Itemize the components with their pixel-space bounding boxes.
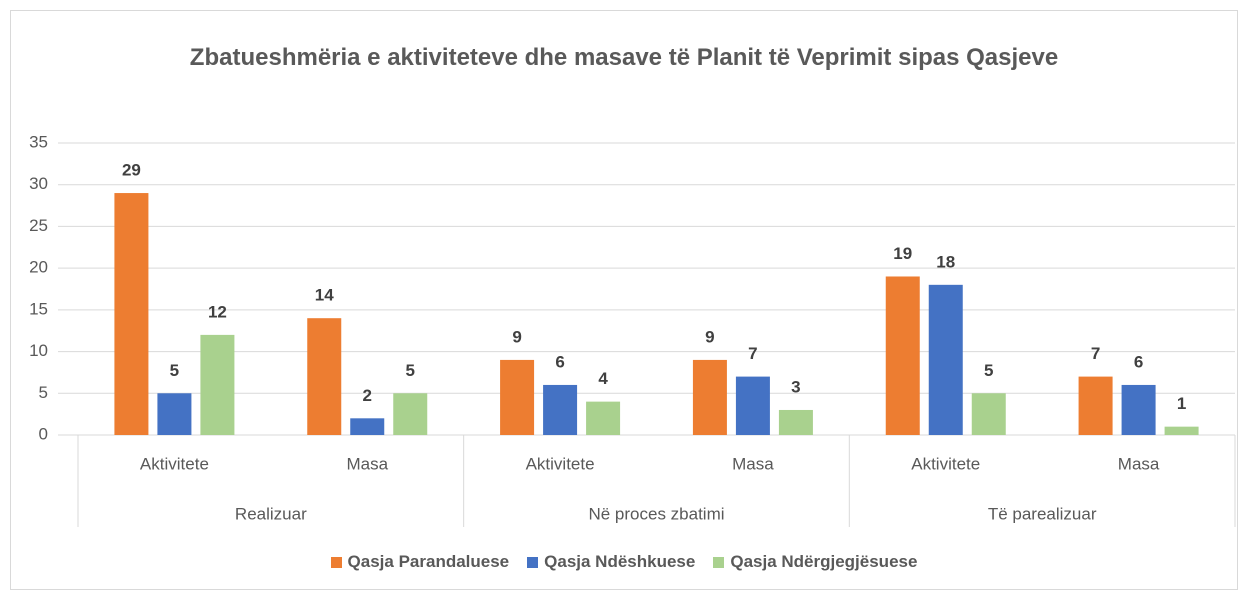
data-label: 7 [1091,344,1100,363]
legend-swatch [713,556,725,568]
y-tick-label: 0 [39,424,48,443]
legend-label: Qasja Ndëshkuese [544,552,696,571]
y-tick-label: 25 [29,216,48,235]
data-label: 29 [122,161,141,180]
legend-item: Qasja Parandaluese [330,552,510,572]
bar [307,318,342,435]
bar [885,276,920,435]
bar [200,334,235,435]
data-label: 2 [363,386,372,405]
bar [1164,426,1199,435]
bar [586,401,621,435]
legend: Qasja Parandaluese Qasja Ndëshkuese Qasja … [0,552,1248,572]
legend-item: Qasja Ndërgjegjësuese [713,552,917,572]
group-label: Realizuar [235,504,307,523]
x-tick-label: Aktivitete [526,454,595,473]
bar [778,409,813,435]
bar [114,193,149,435]
bar [157,393,192,435]
x-tick-label: Masa [1118,454,1160,473]
legend-swatch [527,556,539,568]
data-label: 1 [1177,394,1186,413]
data-label: 7 [748,344,757,363]
x-tick-label: Masa [346,454,388,473]
legend-item: Qasja Ndëshkuese [527,552,695,572]
data-label: 9 [705,327,714,346]
data-label: 14 [315,286,334,305]
legend-label: Qasja Parandaluese [347,552,510,571]
bar [500,359,535,435]
y-tick-label: 30 [29,174,48,193]
bar [928,284,963,435]
data-label: 5 [170,361,179,380]
chart-title: Zbatueshmëria e aktiviteteve dhe masave … [189,44,1059,71]
y-tick-label: 35 [29,132,48,151]
data-label: 4 [598,369,608,388]
bar [350,418,385,435]
data-label: 5 [984,361,993,380]
data-label: 5 [406,361,415,380]
y-tick-label: 15 [29,299,48,318]
data-label: 18 [936,252,955,271]
group-label: Në proces zbatimi [588,504,724,523]
data-label: 3 [791,377,800,396]
x-tick-label: Aktivitete [140,454,209,473]
bar [735,376,770,435]
group-label: Të parealizuar [988,504,1097,523]
y-tick-label: 20 [29,258,48,277]
bar [1078,376,1113,435]
bar [543,384,578,435]
x-tick-label: Aktivitete [911,454,980,473]
y-tick-label: 10 [29,341,48,360]
legend-swatch [330,556,342,568]
bar [971,393,1006,435]
x-tick-label: Masa [732,454,774,473]
data-label: 6 [555,352,564,371]
chart-frame [10,10,1238,590]
bar [393,393,428,435]
data-label: 6 [1134,352,1143,371]
bar [692,359,727,435]
legend-label: Qasja Ndërgjegjësuese [730,552,918,571]
data-label: 19 [893,244,912,263]
bar [1121,384,1156,435]
data-label: 9 [512,327,521,346]
y-tick-label: 5 [39,383,48,402]
data-label: 12 [208,302,227,321]
